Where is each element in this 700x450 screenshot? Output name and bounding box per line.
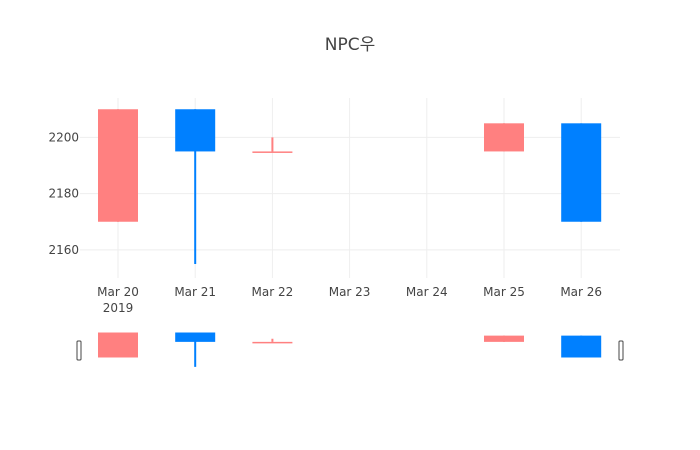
x-tick-label: Mar 22 [252,285,294,299]
x-tick-label: Mar 25 [483,285,525,299]
grid-layer [80,98,620,278]
candle [98,109,138,222]
x-tick-label: Mar 24 [406,285,448,299]
candle-body [561,123,602,222]
candle [252,137,293,153]
x-tick-label: Mar 20 [97,285,139,299]
range-slider-left-handle[interactable] [76,340,82,361]
slider-candle-body [175,332,216,342]
candle-body [252,151,293,153]
y-tick-label: 2160 [48,243,79,257]
y-tick-label: 2180 [48,187,79,201]
slider-candle-body [252,341,293,344]
x-tick-label: Mar 21 [174,285,216,299]
candle [175,109,216,264]
candle-body [484,123,524,152]
chart-title: NPC우 [325,35,375,55]
slider-candle-body [484,335,524,342]
slider-candle [175,332,216,367]
x-axis-year-label: 2019 [103,301,134,315]
y-tick-label: 2200 [48,130,79,144]
slider-candle-body [561,335,602,358]
candle-body [98,109,138,222]
slider-candle [561,335,602,358]
x-tick-label: Mar 26 [560,285,602,299]
candle [561,123,602,222]
candle-body [175,109,216,152]
x-axis: Mar 20 Mar 21 Mar 22 Mar 23 Mar 24 Mar 25 Mar … [97,285,602,299]
candles-layer [98,109,602,264]
range-slider[interactable] [76,332,624,367]
x-tick-label: Mar 23 [329,285,371,299]
slider-candle [484,335,524,342]
slider-candle-body [98,332,138,358]
slider-candle [98,332,138,358]
range-slider-right-handle[interactable] [618,340,624,361]
y-axis: 2160 2180 2200 [48,130,79,257]
candle [484,123,524,152]
slider-candle [252,338,293,344]
